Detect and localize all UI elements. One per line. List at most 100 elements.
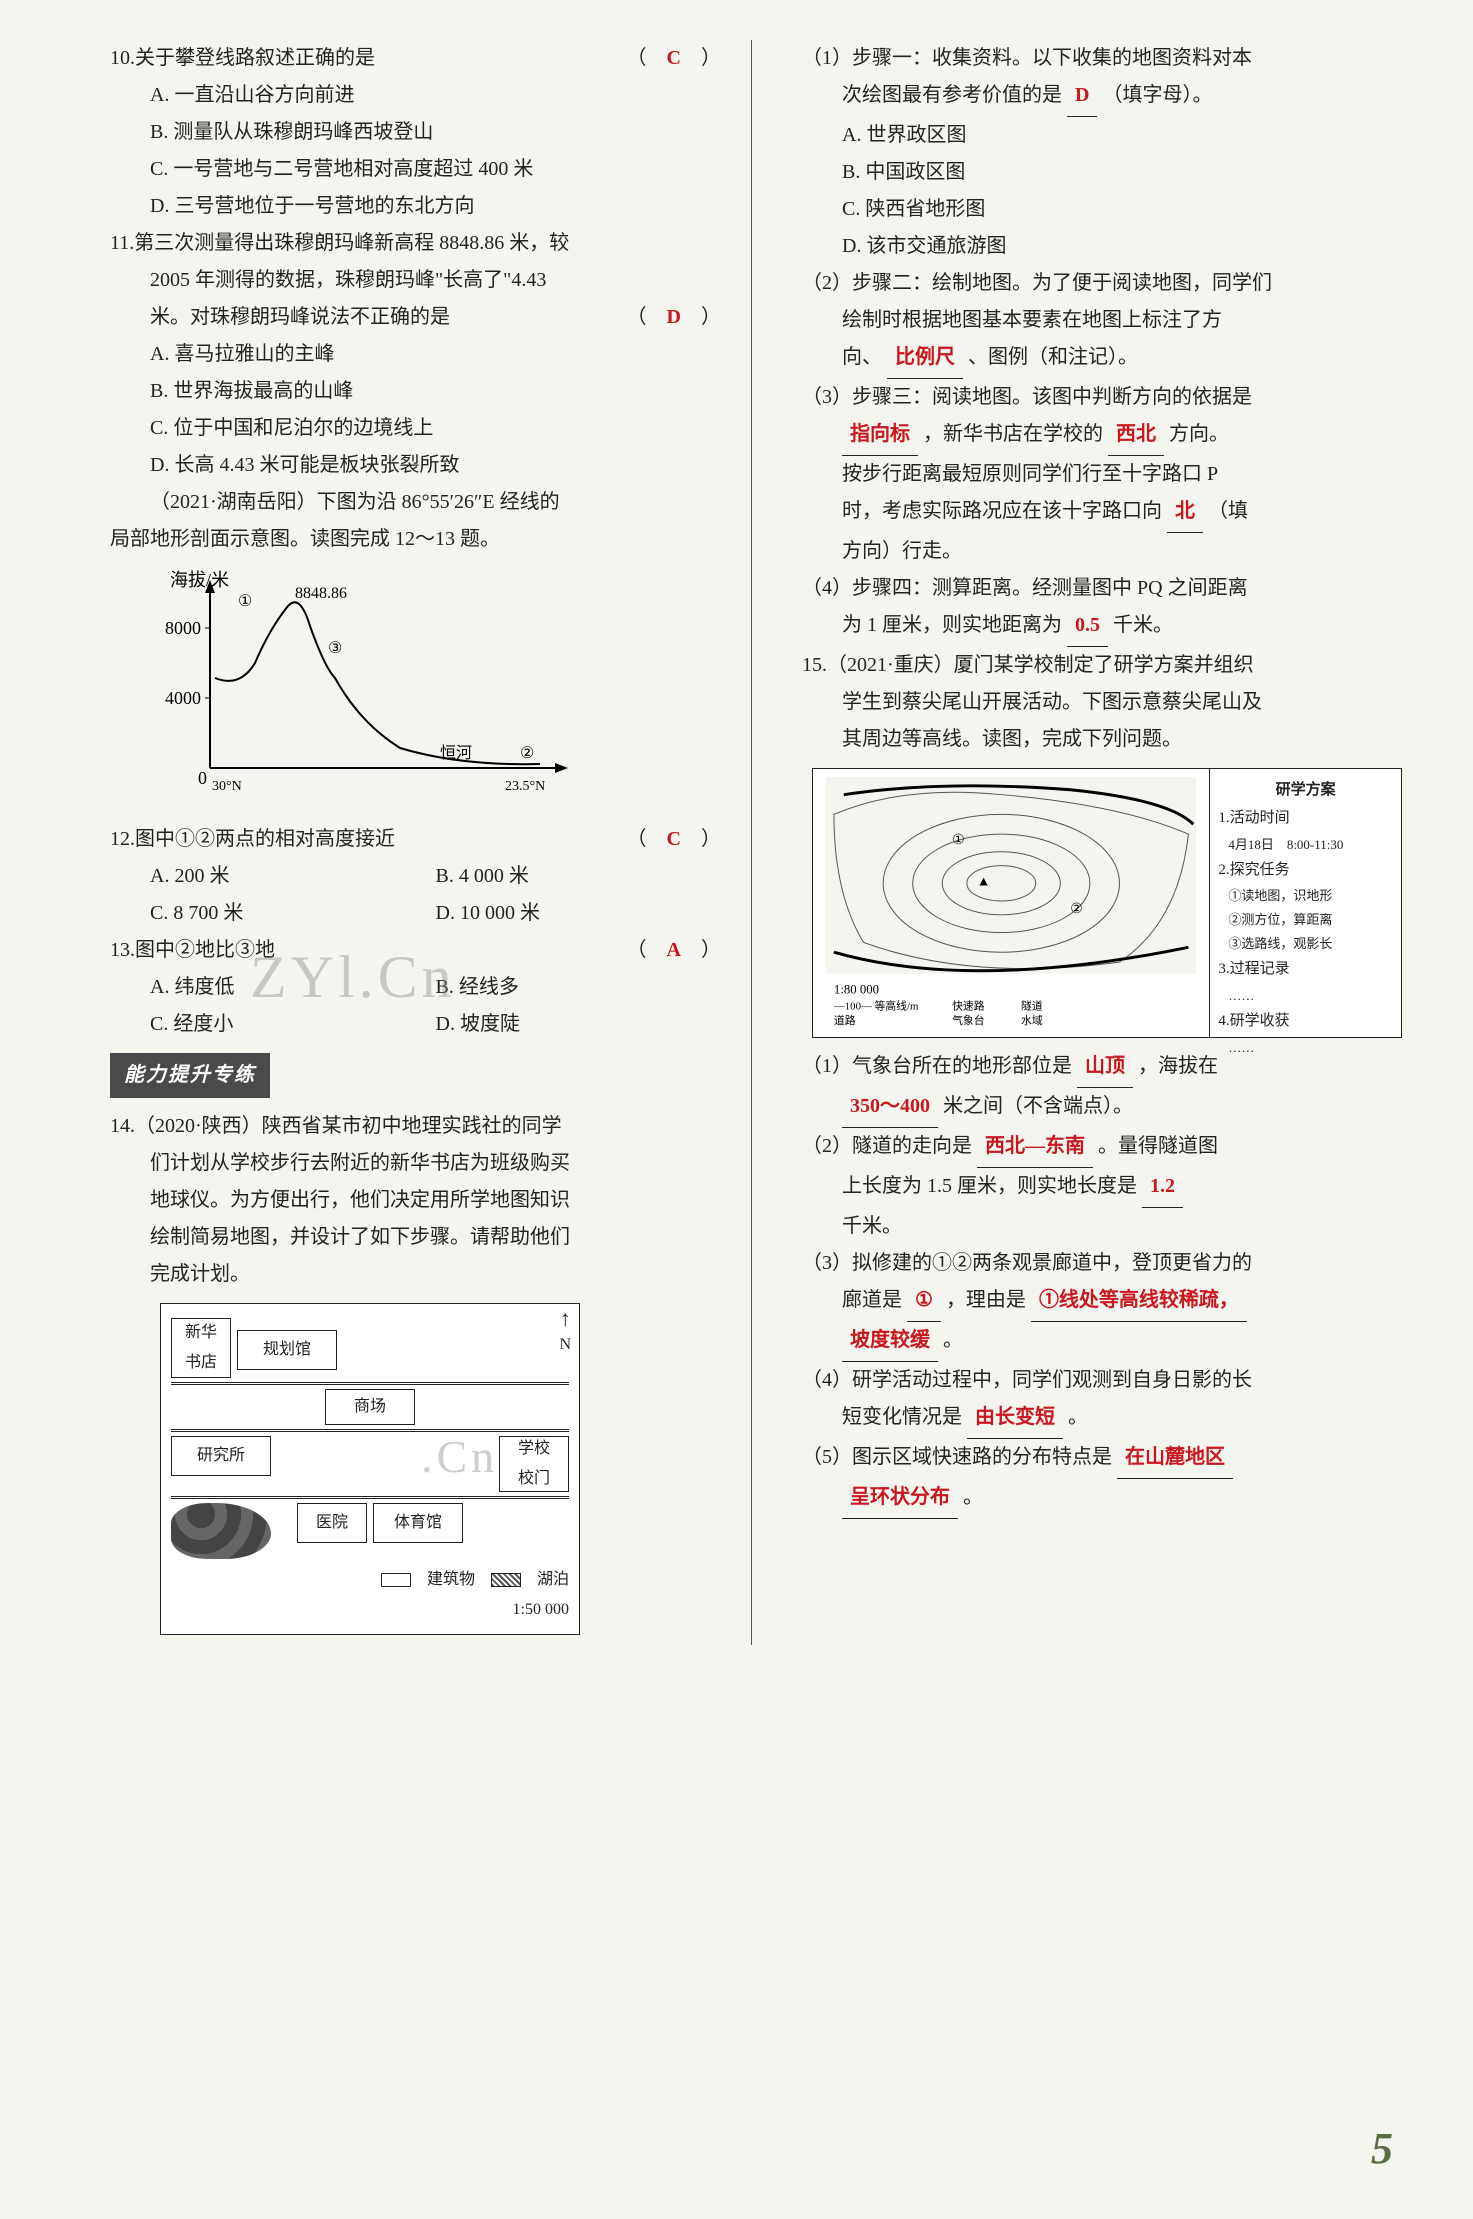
- q15-stem3: 其周边等高线。读图，完成下列问题。: [802, 721, 1413, 758]
- q15-3-line2b: ，理由是: [946, 1289, 1026, 1311]
- map-scale: 1:50 000: [171, 1595, 569, 1625]
- svg-text:▲: ▲: [977, 873, 991, 888]
- q10-num: 10.: [110, 40, 135, 77]
- q15-map-contour: ▲ ① ② 1:80 000 —100— 等高线/m 快速路 隧道 道路 气象台…: [813, 769, 1210, 1037]
- q15-num: 15.: [802, 647, 827, 684]
- chart-peak: 8848.86: [295, 585, 347, 602]
- q15-5: （5）图示区域快速路的分布特点是 在山麓地区 呈环状分布 。: [802, 1439, 1413, 1519]
- r3-line2a: ，新华书店在学校的: [923, 423, 1103, 445]
- q12-paren: （ C ）: [627, 821, 721, 858]
- section-badge: 能力提升专练: [110, 1053, 270, 1098]
- q15-2-label: （2）隧道的走向是: [802, 1135, 972, 1157]
- q15: 15. （2021·重庆）厦门某学校制定了研学方案并组织 学生到蔡尖尾山开展活动…: [802, 647, 1413, 758]
- q15-2-line1b: 。量得隧道图: [1098, 1135, 1218, 1157]
- left-column: 10. 关于攀登线路叙述正确的是 （ C ） A. 一直沿山谷方向前进 B. 测…: [110, 40, 752, 1645]
- plan2-a: ①读地图，识地形: [1218, 884, 1393, 908]
- chart-m2: ②: [520, 745, 534, 762]
- q15-stem2: 学生到蔡尖尾山开展活动。下图示意蔡尖尾山及: [802, 684, 1413, 721]
- plan3-t: ……: [1218, 984, 1393, 1008]
- q15-3-line2a: 廊道是: [842, 1289, 902, 1311]
- q15-3-ans3: 坡度较缓: [842, 1322, 938, 1362]
- q10-paren: （ C ）: [627, 40, 721, 77]
- q15-2-line3: 千米。: [802, 1208, 1413, 1245]
- q15-3-ans2: ①线处等高线较稀疏，: [1031, 1282, 1247, 1322]
- q12-stem: 图中①②两点的相对高度接近: [135, 821, 627, 858]
- r3-ans1: 指向标: [842, 416, 918, 456]
- r-step4: （4）步骤四：测算距离。经测量图中 PQ 之间距离 为 1 厘米，则实地距离为 …: [802, 570, 1413, 647]
- passage1b: 局部地形剖面示意图。读图完成 12～13 题。: [110, 521, 721, 558]
- map-school: 学校 校门: [499, 1436, 569, 1492]
- r1-opt-c: C. 陕西省地形图: [802, 191, 1413, 228]
- r-step1: （1）步骤一：收集资料。以下收集的地图资料对本 次绘图最有参考价值的是 D （填…: [802, 40, 1413, 265]
- q11-opt-c: C. 位于中国和尼泊尔的边境线上: [110, 410, 721, 447]
- r2-line3b: 、图例（和注记）。: [968, 346, 1138, 368]
- q14-stem2: 们计划从学校步行去附近的新华书店为班级购买: [110, 1145, 721, 1182]
- legend-lake-label: 湖泊: [537, 1565, 569, 1595]
- q15-5-line2b: 。: [963, 1486, 983, 1508]
- q13-answer: A: [667, 939, 681, 961]
- q10: 10. 关于攀登线路叙述正确的是 （ C ） A. 一直沿山谷方向前进 B. 测…: [110, 40, 721, 225]
- chart-y8000: 8000: [165, 618, 201, 638]
- svg-text:快速路: 快速路: [952, 999, 985, 1012]
- legend-bldg-icon: [381, 1573, 411, 1587]
- svg-text:—100— 等高线/m: —100— 等高线/m: [833, 998, 919, 1012]
- svg-text:①: ①: [952, 832, 964, 847]
- q15-5-label: （5）图示区域快速路的分布特点是: [802, 1446, 1112, 1468]
- chart-ylabel: 海拔/米: [170, 570, 229, 590]
- r2-ans: 比例尺: [887, 339, 963, 379]
- svg-text:②: ②: [1070, 901, 1082, 916]
- q11: 11. 第三次测量得出珠穆朗玛峰新高程 8848.86 米，较 2005 年测得…: [110, 225, 721, 484]
- q15-3-label: （3）拟修建的①②两条观景廊道中，登顶更省力的: [802, 1245, 1413, 1282]
- r1-line2b: （填字母）。: [1102, 84, 1212, 106]
- map-legend: 建筑物 湖泊: [171, 1565, 569, 1595]
- q11-opt-d: D. 长高 4.43 米可能是板块张裂所致: [110, 447, 721, 484]
- q10-opt-b: B. 测量队从珠穆朗玛峰西坡登山: [110, 114, 721, 151]
- q12-num: 12.: [110, 821, 135, 858]
- r1-label: （1）步骤一：收集资料。以下收集的地图资料对本: [802, 40, 1413, 77]
- q14-stem4: 绘制简易地图，并设计了如下步骤。请帮助他们: [110, 1219, 721, 1256]
- legend-lake-icon: [491, 1573, 521, 1587]
- q15-4: （4）研学活动过程中，同学们观测到自身日影的长 短变化情况是 由长变短 。: [802, 1362, 1413, 1439]
- q15-4-line2a: 短变化情况是: [842, 1406, 962, 1428]
- q15-5-ans1: 在山麓地区: [1117, 1439, 1233, 1479]
- r3-ans2: 西北: [1108, 416, 1164, 456]
- q15-3-ans1: ①: [907, 1282, 941, 1322]
- map-lake-shape: [171, 1503, 271, 1559]
- q15-map: ▲ ① ② 1:80 000 —100— 等高线/m 快速路 隧道 道路 气象台…: [812, 768, 1402, 1038]
- q12: 12. 图中①②两点的相对高度接近 （ C ） A. 200 米 B. 4 00…: [110, 821, 721, 932]
- q15-1-line2b: 米之间（不含端点）。: [943, 1095, 1133, 1117]
- q13-paren: （ A ）: [627, 932, 721, 969]
- legend-bldg-label: 建筑物: [427, 1565, 475, 1595]
- q13-opt-d: D. 坡度陡: [436, 1006, 722, 1043]
- plan2-b: ②测方位，算距离: [1218, 908, 1393, 932]
- q15-1-ans1: 山顶: [1077, 1048, 1133, 1088]
- r4-ans: 0.5: [1067, 607, 1108, 647]
- r4-label: （4）步骤四：测算距离。经测量图中 PQ 之间距离: [802, 570, 1413, 607]
- q12-opt-d: D. 10 000 米: [436, 895, 722, 932]
- q12-opt-b: B. 4 000 米: [436, 858, 722, 895]
- north-label: N: [559, 1330, 571, 1360]
- svg-text:道路: 道路: [834, 1013, 856, 1027]
- q13-opt-c: C. 经度小: [150, 1006, 436, 1043]
- q10-opt-d: D. 三号营地位于一号营地的东北方向: [110, 188, 721, 225]
- chart-xleft: 30°N: [212, 779, 242, 794]
- r1-line2a: 次绘图最有参考价值的是: [842, 84, 1062, 106]
- q14-map: .Cn ↑ N 新华 书店 规划馆 商场 研究所 学校 校门 医院 体: [160, 1303, 580, 1635]
- q15-2: （2）隧道的走向是 西北—东南 。量得隧道图 上长度为 1.5 厘米，则实地长度…: [802, 1128, 1413, 1245]
- r3-line3: 按步行距离最短原则同学们行至十字路口 P: [802, 456, 1413, 493]
- r2-label: （2）步骤二：绘制地图。为了便于阅读地图，同学们: [802, 265, 1413, 302]
- q14: 14. （2020·陕西）陕西省某市初中地理实践社的同学 们计划从学校步行去附近…: [110, 1108, 721, 1293]
- r2-line3a: 向、: [842, 346, 882, 368]
- q14-stem5: 完成计划。: [110, 1256, 721, 1293]
- map-planhall: 规划馆: [237, 1330, 337, 1370]
- q15-4-label: （4）研学活动过程中，同学们观测到自身日影的长: [802, 1362, 1413, 1399]
- q11-num: 11.: [110, 225, 134, 262]
- r3-label: （3）步骤三：阅读地图。该图中判断方向的依据是: [802, 379, 1413, 416]
- q15-4-line2b: 。: [1068, 1406, 1088, 1428]
- q11-stem3: 米。对珠穆朗玛峰说法不正确的是: [150, 299, 627, 336]
- svg-text:气象台: 气象台: [952, 1013, 985, 1027]
- r4-line2a: 为 1 厘米，则实地距离为: [842, 614, 1062, 636]
- chart-xright: 23.5°N: [505, 779, 545, 794]
- plan4-t: ……: [1218, 1036, 1393, 1060]
- svg-text:1:80 000: 1:80 000: [834, 983, 879, 997]
